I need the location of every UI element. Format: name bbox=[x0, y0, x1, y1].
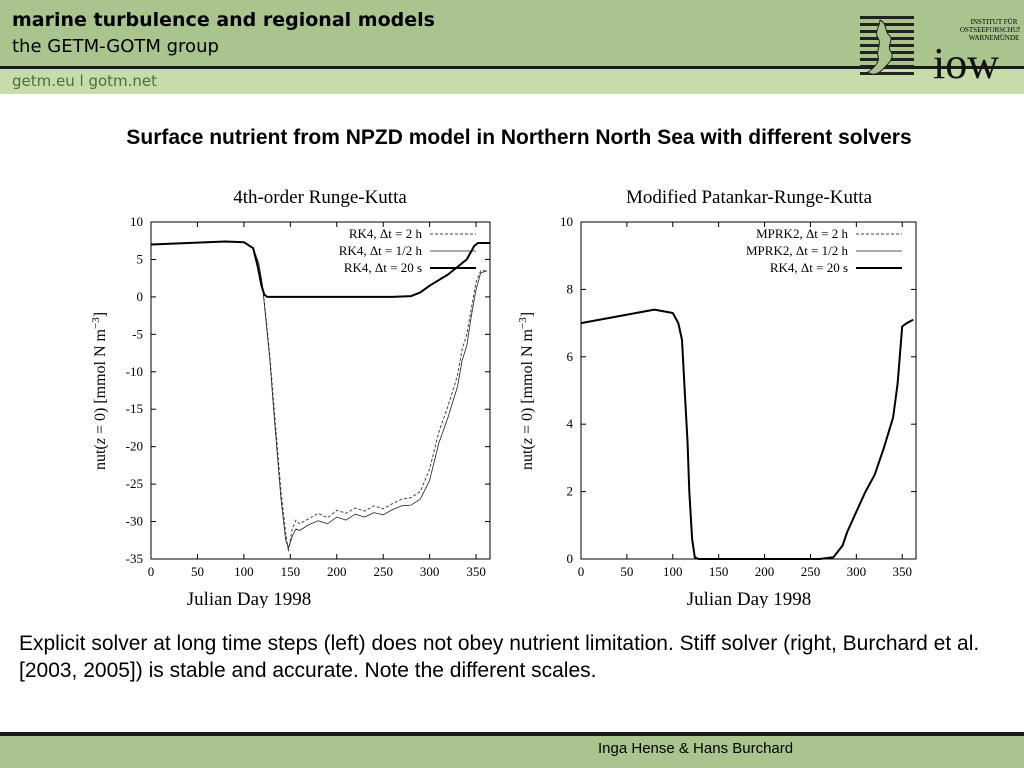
y-tick-label: 5 bbox=[137, 251, 144, 266]
x-tick-label: 200 bbox=[755, 564, 775, 579]
y-tick-label: 10 bbox=[560, 214, 573, 229]
series-line bbox=[150, 240, 490, 298]
chart-runge-kutta: 4th-order Runge-Kutta Julian Day 1998 nu… bbox=[90, 187, 491, 608]
legend-label: RK4, Δt = 2 h bbox=[349, 226, 423, 241]
x-tick-label: 250 bbox=[373, 564, 393, 579]
x-axis-label: Julian Day 1998 bbox=[187, 589, 312, 608]
series-line bbox=[580, 309, 914, 560]
header-title: marine turbulence and regional models bbox=[12, 9, 435, 31]
footer-divider bbox=[0, 732, 1024, 736]
y-tick-label: -15 bbox=[126, 401, 143, 416]
x-tick-label: 350 bbox=[892, 564, 912, 579]
x-tick-label: 150 bbox=[709, 564, 729, 579]
series-line bbox=[150, 241, 488, 549]
plot-frame bbox=[580, 221, 917, 560]
y-tick-label: 8 bbox=[567, 281, 574, 296]
logo-text-3: WARNEMÜNDE bbox=[969, 34, 1020, 42]
x-tick-label: 50 bbox=[191, 564, 204, 579]
series-line bbox=[150, 241, 488, 552]
chart-title: 4th-order Runge-Kutta bbox=[233, 187, 407, 208]
logo-text-1: INSTITUT FÜR bbox=[971, 18, 1018, 26]
y-tick-label: -10 bbox=[126, 364, 143, 379]
x-tick-label: 50 bbox=[620, 564, 633, 579]
series-line bbox=[580, 309, 914, 560]
tick-layer: 0 50 100 150 200 250 300 350 10 8 6 4 2 0 bbox=[560, 214, 916, 579]
header-divider bbox=[0, 66, 1024, 69]
x-tick-label: 100 bbox=[234, 564, 254, 579]
y-tick-label: -30 bbox=[126, 514, 143, 529]
x-axis-label: Julian Day 1998 bbox=[687, 589, 812, 608]
x-tick-label: 200 bbox=[327, 564, 347, 579]
header-links[interactable]: getm.eu l gotm.net bbox=[12, 72, 158, 90]
x-tick-label: 150 bbox=[281, 564, 301, 579]
x-tick-label: 350 bbox=[466, 564, 486, 579]
legend-label: MPRK2, Δt = 2 h bbox=[756, 226, 848, 241]
header-subtitle: the GETM-GOTM group bbox=[12, 36, 219, 57]
y-axis-label: nut(z = 0) [mmol N m−3] bbox=[90, 312, 109, 470]
y-tick-label: -20 bbox=[126, 439, 143, 454]
legend-label: RK4, Δt = 20 s bbox=[770, 260, 848, 275]
legend: MPRK2, Δt = 2 h MPRK2, Δt = 1/2 h RK4, Δt … bbox=[746, 226, 902, 275]
footer-bar bbox=[0, 736, 1024, 768]
tick-layer: 0 50 100 150 200 250 300 3501050-5-10-15-20-25-… bbox=[126, 214, 490, 579]
x-tick-label: 0 bbox=[578, 564, 585, 579]
x-tick-label: 100 bbox=[663, 564, 683, 579]
legend-label: MPRK2, Δt = 1/2 h bbox=[746, 243, 849, 258]
y-tick-label: 4 bbox=[567, 416, 574, 431]
series-layer bbox=[150, 240, 490, 552]
header-bar bbox=[0, 0, 1024, 66]
x-tick-label: 250 bbox=[801, 564, 821, 579]
footer-authors: Inga Hense & Hans Burchard bbox=[598, 740, 794, 757]
y-tick-label: -35 bbox=[126, 551, 143, 566]
chart-patankar-runge-kutta: Modified Patankar-Runge-Kutta Julian Day… bbox=[517, 187, 917, 608]
legend-label: RK4, Δt = 20 s bbox=[344, 260, 422, 275]
logo-text-2: OSTSEEFORSCHUNG bbox=[960, 26, 1020, 34]
logo-stripes-icon bbox=[860, 16, 914, 75]
y-tick-label: -25 bbox=[126, 476, 143, 491]
legend: RK4, Δt = 2 h RK4, Δt = 1/2 h RK4, Δt = 20… bbox=[339, 226, 476, 275]
series-layer bbox=[580, 308, 914, 560]
link-bar bbox=[0, 69, 1024, 94]
y-tick-label: -5 bbox=[132, 326, 143, 341]
x-tick-label: 0 bbox=[148, 564, 155, 579]
y-tick-label: 6 bbox=[567, 349, 574, 364]
y-axis-label: nut(z = 0) [mmol N m−3] bbox=[517, 312, 536, 470]
series-line bbox=[580, 308, 914, 560]
iow-logo: INSTITUT FÜR OSTSEEFORSCHUNG WARNEMÜNDE … bbox=[860, 16, 1020, 82]
y-tick-label: 0 bbox=[567, 551, 574, 566]
legend-label: RK4, Δt = 1/2 h bbox=[339, 243, 423, 258]
x-tick-label: 300 bbox=[847, 564, 867, 579]
slide-title: Surface nutrient from NPZD model in Nort… bbox=[126, 126, 912, 149]
x-tick-label: 300 bbox=[420, 564, 440, 579]
logo-wordmark: iow bbox=[933, 39, 999, 82]
y-tick-label: 0 bbox=[137, 289, 144, 304]
plot-frame bbox=[150, 221, 491, 560]
y-tick-label: 10 bbox=[130, 214, 143, 229]
chart-title: Modified Patankar-Runge-Kutta bbox=[626, 187, 873, 208]
caption-text: Explicit solver at long time steps (left… bbox=[19, 632, 980, 682]
y-tick-label: 2 bbox=[567, 484, 574, 499]
